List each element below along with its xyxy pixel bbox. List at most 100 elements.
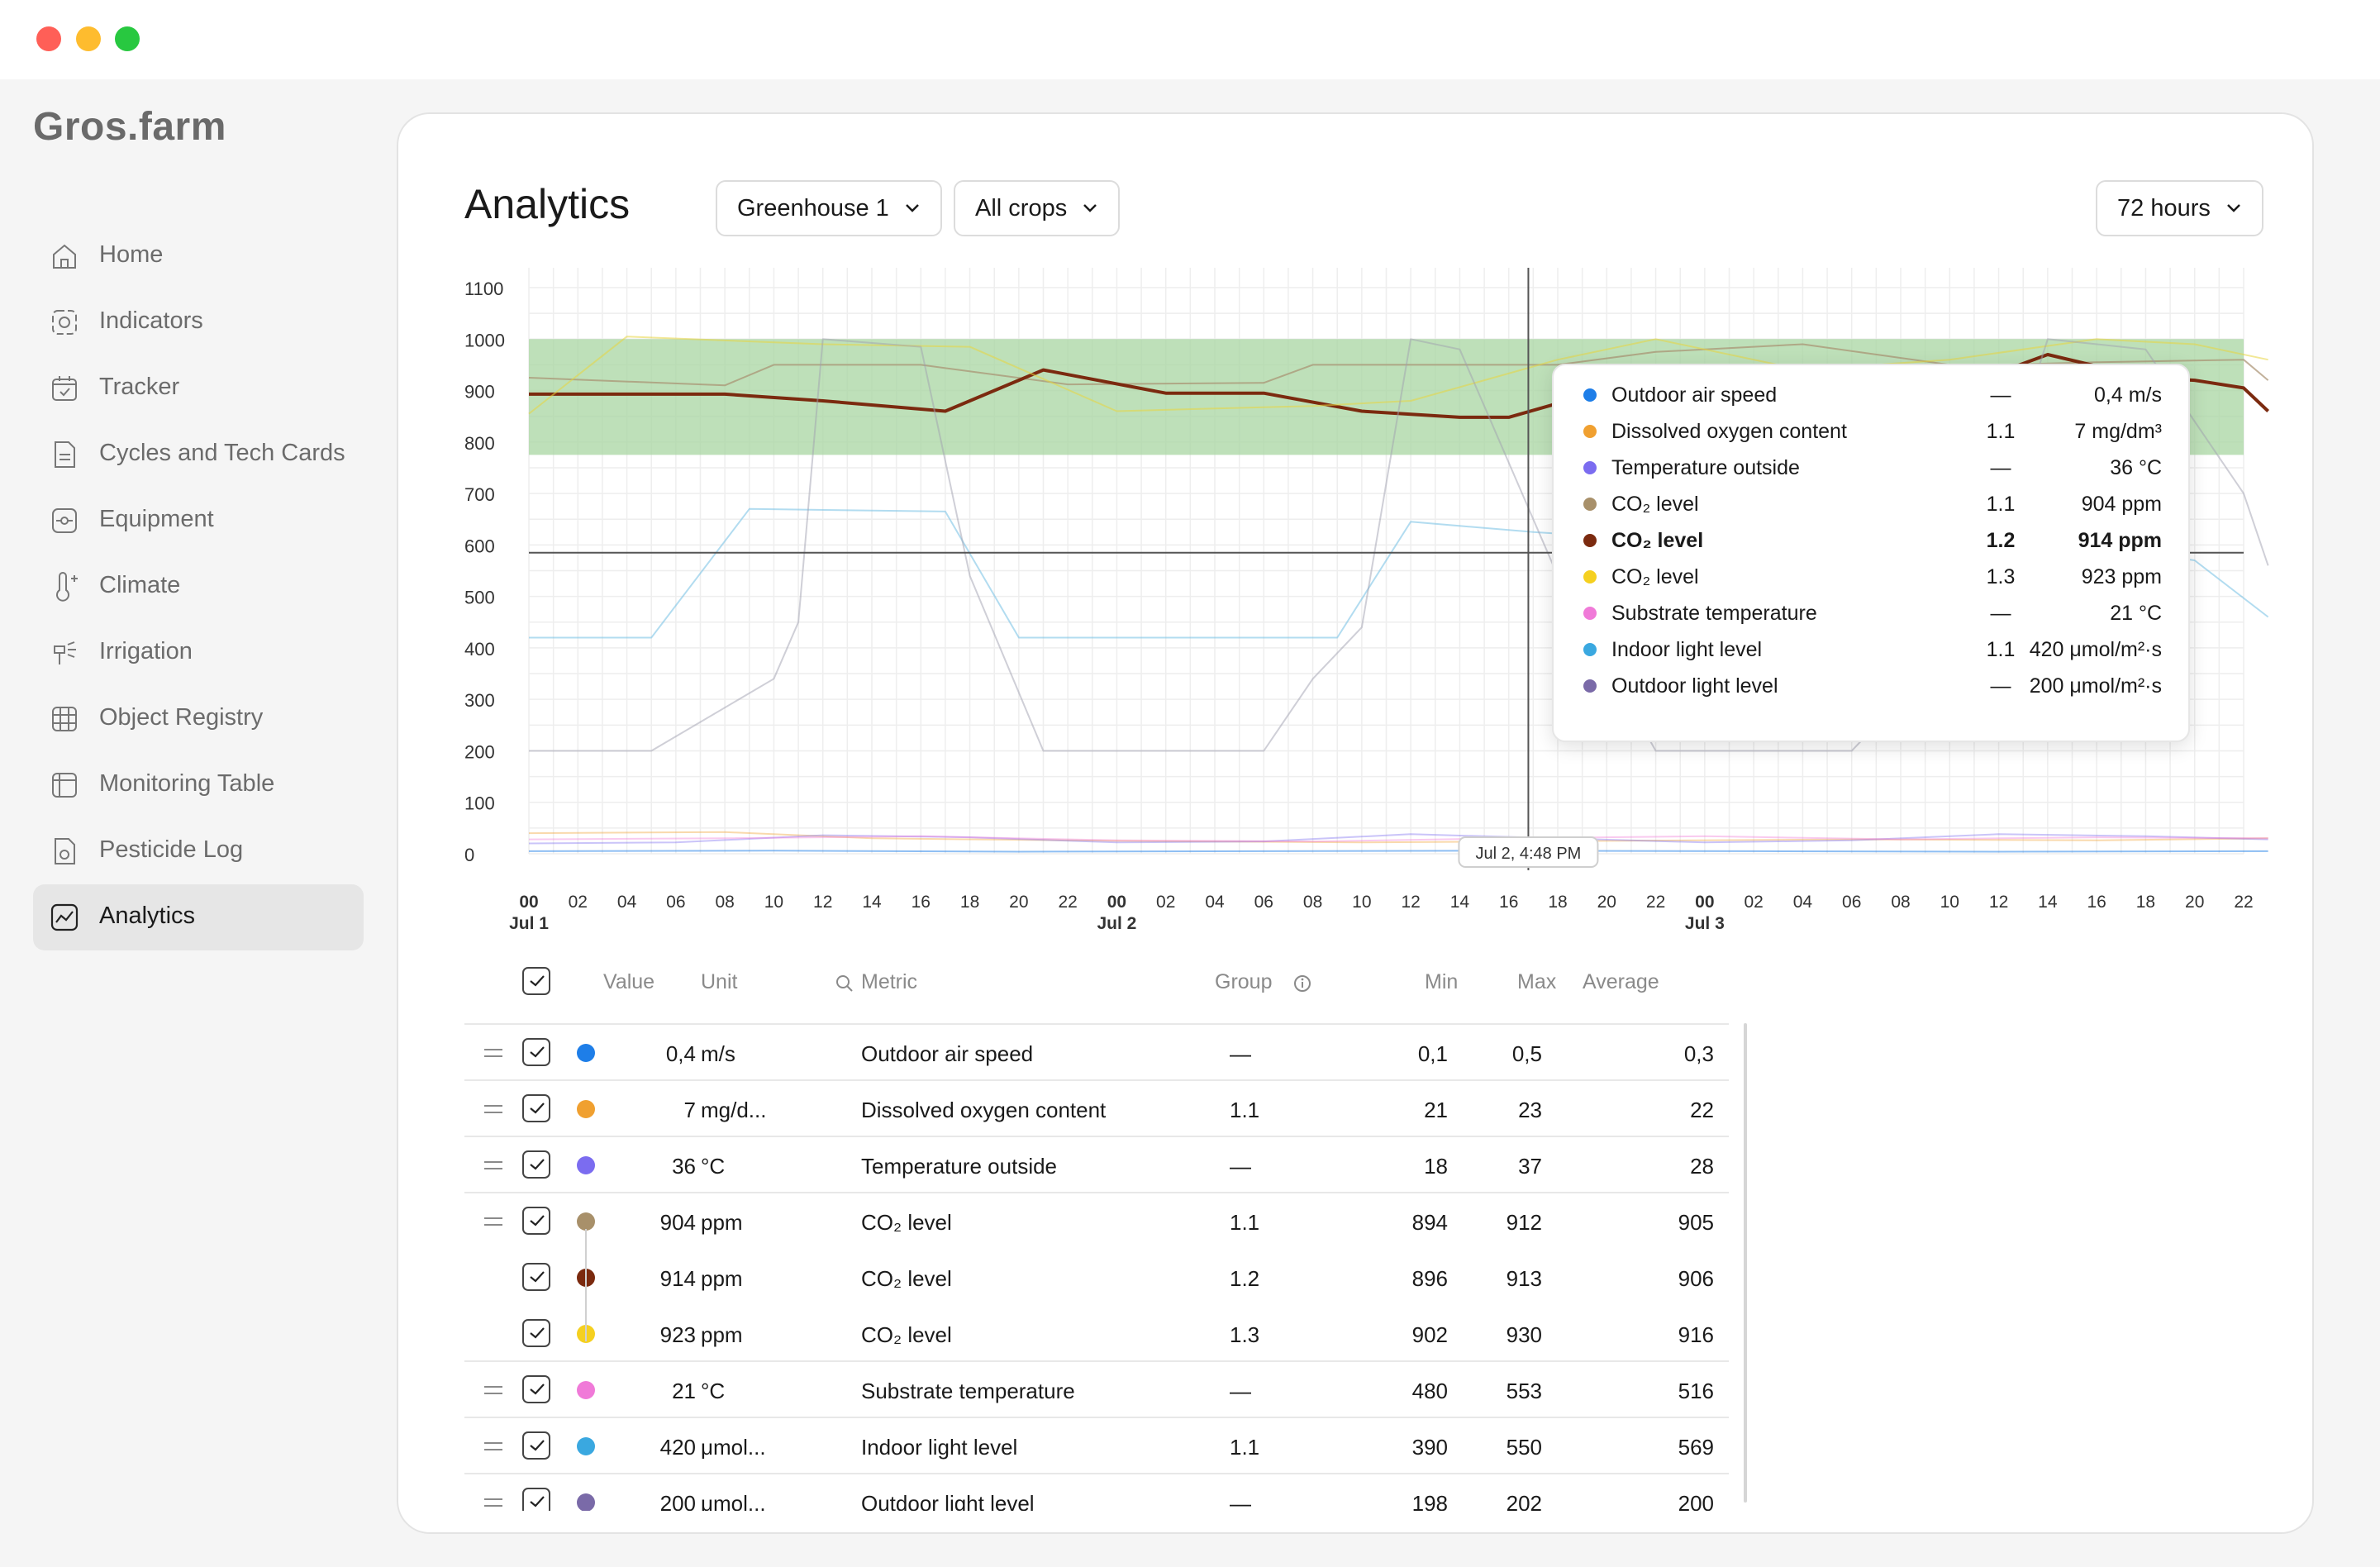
cell-average: 916 <box>1678 1322 1714 1347</box>
greenhouse-select[interactable]: Greenhouse 1 <box>716 180 942 236</box>
drag-handle-icon[interactable] <box>484 1049 502 1057</box>
series-line-0 <box>528 343 2269 387</box>
minimize-window-button[interactable] <box>76 26 101 51</box>
row-checkbox[interactable] <box>522 1431 550 1460</box>
tooltip-value: 36 °C <box>2110 456 2162 479</box>
sidebar-item-pesticide-log[interactable]: Pesticide Log <box>33 818 364 884</box>
drag-handle-icon[interactable] <box>484 1217 502 1226</box>
check-icon <box>530 975 545 987</box>
table-row[interactable]: 0,4 m/s Outdoor air speed — 0,1 0,5 0,3 <box>464 1023 1729 1079</box>
sidebar-item-tracker[interactable]: Tracker <box>33 355 364 422</box>
series-color-dot <box>1583 607 1597 620</box>
sidebar-item-label: Object Registry <box>99 704 264 731</box>
table-row[interactable]: 904 ppm CO₂ level 1.1 894 912 905 <box>464 1192 1729 1248</box>
check-icon <box>530 1159 545 1170</box>
sidebar-item-label: Monitoring Table <box>99 770 275 797</box>
sidebar-item-indicators[interactable]: Indicators <box>33 289 364 355</box>
table-row[interactable]: 7 mg/d... Dissolved oxygen content 1.1 21 23 2… <box>464 1079 1729 1136</box>
table-row[interactable]: 923 ppm CO₂ level 1.3 902 930 916 <box>464 1304 1729 1360</box>
table-row[interactable]: 21 °C Substrate temperature — 480 553 516 <box>464 1360 1729 1417</box>
sidebar-item-label: Tracker <box>99 374 180 400</box>
maximize-window-button[interactable] <box>115 26 140 51</box>
tooltip-group: — <box>1990 674 2011 698</box>
x-tick-label: 12 <box>813 893 832 912</box>
x-tick-label: 14 <box>2038 893 2058 912</box>
sidebar-item-object-registry[interactable]: Object Registry <box>33 686 364 752</box>
cell-min: 21 <box>1424 1098 1448 1122</box>
time-range-select[interactable]: 72 hours <box>2096 180 2263 236</box>
sidebar-item-home[interactable]: Home <box>33 223 364 289</box>
cell-value: 420 <box>659 1435 696 1460</box>
select-all-checkbox[interactable] <box>522 967 550 995</box>
row-checkbox[interactable] <box>522 1150 550 1179</box>
row-checkbox[interactable] <box>522 1488 550 1511</box>
drag-handle-icon[interactable] <box>484 1442 502 1450</box>
sidebar-item-cycles-and-tech-cards[interactable]: Cycles and Tech Cards <box>33 422 364 488</box>
cell-unit: °C <box>701 1379 726 1403</box>
series-color-dot <box>1583 498 1597 511</box>
table-row[interactable]: 36 °C Temperature outside — 18 37 28 <box>464 1136 1729 1192</box>
crops-select[interactable]: All crops <box>954 180 1121 236</box>
x-tick-label: 10 <box>1940 893 1959 912</box>
row-checkbox[interactable] <box>522 1038 550 1066</box>
column-header-max[interactable]: Max <box>1517 970 1557 993</box>
column-header-value[interactable]: Value <box>603 970 655 993</box>
x-tick-label: 00 <box>1695 893 1714 912</box>
x-tick-label: 10 <box>1352 893 1371 912</box>
sidebar-item-climate[interactable]: Climate <box>33 554 364 620</box>
table-row[interactable]: 914 ppm CO₂ level 1.2 896 913 906 <box>464 1248 1729 1304</box>
row-checkbox[interactable] <box>522 1375 550 1403</box>
row-checkbox[interactable] <box>522 1094 550 1122</box>
cell-min: 480 <box>1411 1379 1448 1403</box>
column-header-unit[interactable]: Unit <box>701 970 738 993</box>
x-tick-label: 10 <box>764 893 783 912</box>
x-tick-label: 22 <box>1058 893 1077 912</box>
tooltip-value: 420 μmol/m²·s <box>2029 638 2162 661</box>
sidebar-item-equipment[interactable]: Equipment <box>33 488 364 554</box>
y-tick-label: 600 <box>464 536 495 556</box>
drag-handle-icon[interactable] <box>484 1498 502 1507</box>
crosshair-label: Jul 2, 4:48 PM <box>1476 845 1582 863</box>
tooltip-row: CO₂ level 1.2 914 ppm <box>1583 524 2162 560</box>
cell-max: 23 <box>1518 1098 1542 1122</box>
series-line-8 <box>528 835 2268 843</box>
tooltip-group: 1.2 <box>1986 529 2016 552</box>
table-row[interactable]: 200 μmol... Outdoor light level —198 202 200 <box>464 1473 1729 1511</box>
info-icon[interactable] <box>1292 974 1312 993</box>
column-header-metric[interactable]: Metric <box>861 970 918 993</box>
drag-handle-icon[interactable] <box>484 1105 502 1113</box>
sidebar-item-label: Irrigation <box>99 638 193 664</box>
cell-value: 36 <box>672 1154 696 1179</box>
search-icon[interactable] <box>835 974 854 993</box>
row-checkbox[interactable] <box>522 1319 550 1347</box>
row-checkbox[interactable] <box>522 1263 550 1291</box>
metrics-table: 0,4 m/s Outdoor air speed — 0,1 0,5 0,3 7 mg/d..… <box>464 1023 1729 1511</box>
cell-value: 0,4 <box>665 1041 696 1066</box>
sidebar-item-irrigation[interactable]: Irrigation <box>33 620 364 686</box>
column-header-min[interactable]: Min <box>1425 970 1459 993</box>
drag-handle-icon[interactable] <box>484 1386 502 1394</box>
sidebar-item-analytics[interactable]: Analytics <box>33 884 364 950</box>
chevron-down-icon <box>2226 204 2240 212</box>
table-row[interactable]: 420 μmol... Indoor light level 1.1 390 550 569 <box>464 1417 1729 1473</box>
x-day-label: Jul 3 <box>1685 914 1725 933</box>
tooltip-row: Indoor light level 1.1 420 μmol/m²·s <box>1583 633 2162 669</box>
x-tick-label: 22 <box>1646 893 1665 912</box>
row-checkbox[interactable] <box>522 1207 550 1235</box>
cell-unit: μmol... <box>701 1435 766 1460</box>
cell-metric: Outdoor air speed <box>861 1041 1034 1066</box>
y-tick-label: 200 <box>464 741 495 762</box>
close-window-button[interactable] <box>36 26 61 51</box>
cell-average: 28 <box>1690 1154 1714 1179</box>
sidebar-item-monitoring-table[interactable]: Monitoring Table <box>33 752 364 818</box>
chart-tooltip: Outdoor air speed — 0,4 m/s Dissolved oxyge… <box>1552 364 2190 742</box>
column-header-average[interactable]: Average <box>1583 970 1659 993</box>
title-bar <box>0 0 2380 79</box>
drag-handle-icon[interactable] <box>484 1161 502 1169</box>
thermometer-icon <box>56 572 78 602</box>
series-color-dot <box>1583 388 1597 402</box>
column-header-group[interactable]: Group <box>1215 970 1273 993</box>
cell-unit: m/s <box>701 1041 735 1066</box>
check-icon <box>530 1440 545 1451</box>
table-scrollbar[interactable] <box>1744 1023 1747 1503</box>
